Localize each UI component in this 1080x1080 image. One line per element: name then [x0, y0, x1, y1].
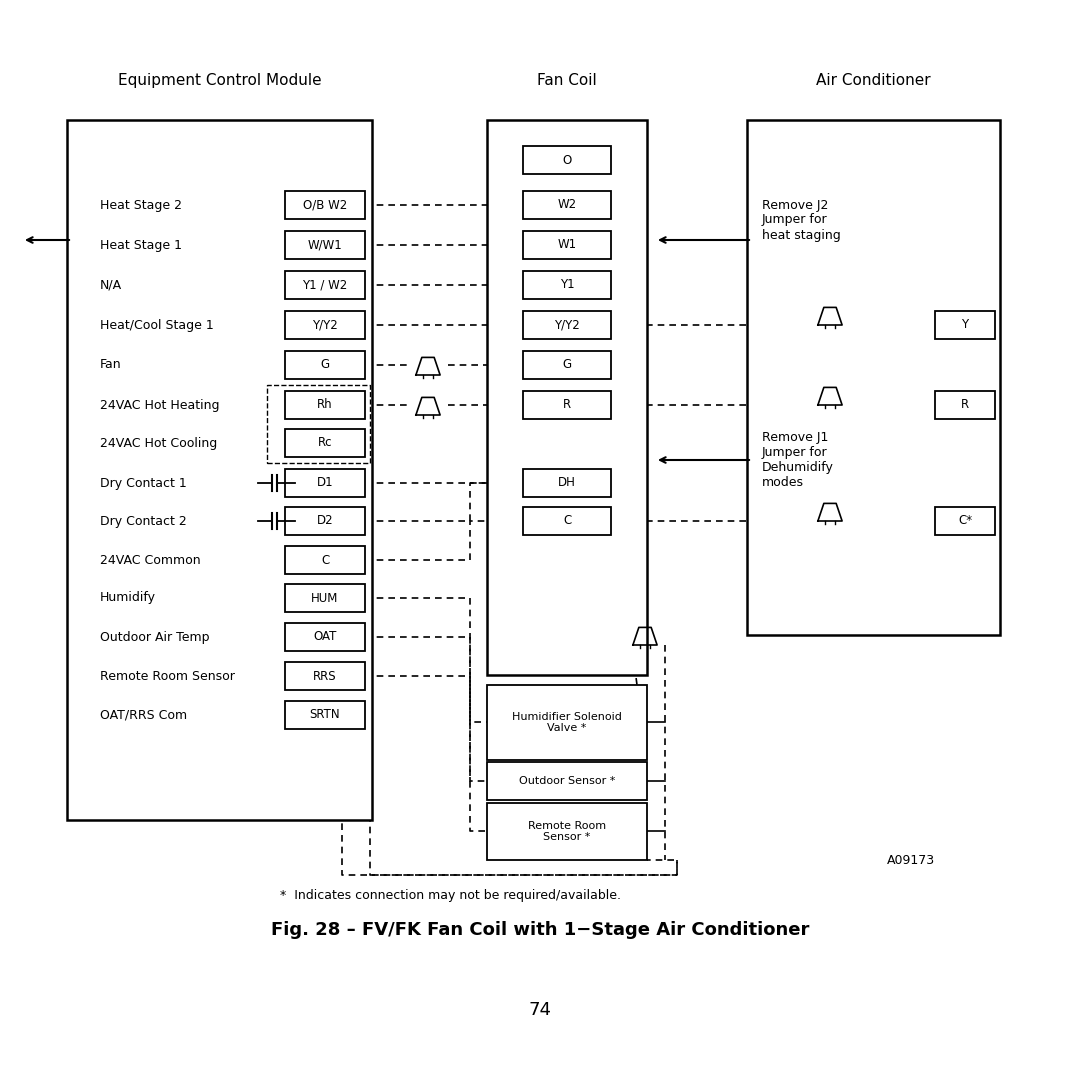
FancyBboxPatch shape [487, 762, 647, 800]
Text: Remove J1
Jumper for
Dehumidify
modes: Remove J1 Jumper for Dehumidify modes [762, 431, 834, 489]
Text: Rc: Rc [318, 436, 333, 449]
Text: R: R [961, 399, 969, 411]
FancyBboxPatch shape [285, 231, 365, 259]
FancyBboxPatch shape [285, 584, 365, 612]
Text: Outdoor Sensor *: Outdoor Sensor * [518, 777, 616, 786]
FancyBboxPatch shape [285, 507, 365, 535]
FancyBboxPatch shape [285, 662, 365, 690]
Text: Fan: Fan [100, 359, 122, 372]
FancyBboxPatch shape [285, 546, 365, 573]
Text: RRS: RRS [313, 670, 337, 683]
FancyBboxPatch shape [935, 311, 995, 339]
Text: W1: W1 [557, 239, 577, 252]
Text: D2: D2 [316, 514, 334, 527]
Text: Remote Room
Sensor *: Remote Room Sensor * [528, 821, 606, 842]
Text: SRTN: SRTN [310, 708, 340, 721]
FancyBboxPatch shape [67, 120, 372, 820]
Text: Y/Y2: Y/Y2 [554, 319, 580, 332]
Text: C: C [563, 514, 571, 527]
FancyBboxPatch shape [523, 191, 611, 219]
Text: N/A: N/A [100, 279, 122, 292]
Text: Fig. 28 – FV/FK Fan Coil with 1−Stage Air Conditioner: Fig. 28 – FV/FK Fan Coil with 1−Stage Ai… [271, 921, 809, 939]
FancyBboxPatch shape [487, 685, 647, 760]
Text: 24VAC Common: 24VAC Common [100, 553, 201, 567]
Text: 24VAC Hot Cooling: 24VAC Hot Cooling [100, 436, 217, 449]
Text: Dry Contact 2: Dry Contact 2 [100, 514, 187, 527]
Text: DH: DH [558, 476, 576, 489]
Text: A09173: A09173 [887, 853, 935, 866]
Text: Equipment Control Module: Equipment Control Module [118, 73, 322, 87]
FancyBboxPatch shape [935, 391, 995, 419]
Text: 74: 74 [528, 1001, 552, 1020]
FancyBboxPatch shape [523, 271, 611, 299]
FancyBboxPatch shape [935, 507, 995, 535]
FancyBboxPatch shape [523, 351, 611, 379]
Text: Heat Stage 2: Heat Stage 2 [100, 199, 183, 212]
FancyBboxPatch shape [285, 271, 365, 299]
FancyBboxPatch shape [747, 120, 1000, 635]
FancyBboxPatch shape [285, 623, 365, 651]
Text: 24VAC Hot Heating: 24VAC Hot Heating [100, 399, 219, 411]
Text: Y: Y [961, 319, 969, 332]
FancyBboxPatch shape [523, 391, 611, 419]
FancyBboxPatch shape [285, 469, 365, 497]
Text: HUM: HUM [311, 592, 339, 605]
Text: R: R [563, 399, 571, 411]
Text: Air Conditioner: Air Conditioner [816, 73, 931, 87]
FancyBboxPatch shape [523, 311, 611, 339]
Text: Heat Stage 1: Heat Stage 1 [100, 239, 183, 252]
FancyBboxPatch shape [285, 351, 365, 379]
FancyBboxPatch shape [523, 231, 611, 259]
Text: OAT/RRS Com: OAT/RRS Com [100, 708, 187, 721]
Text: C*: C* [958, 514, 972, 527]
Text: W2: W2 [557, 199, 577, 212]
Text: D1: D1 [316, 476, 334, 489]
FancyBboxPatch shape [285, 701, 365, 729]
Text: Y/Y2: Y/Y2 [312, 319, 338, 332]
FancyBboxPatch shape [285, 191, 365, 219]
Text: G: G [563, 359, 571, 372]
Text: W/W1: W/W1 [308, 239, 342, 252]
FancyBboxPatch shape [487, 804, 647, 860]
Text: Fan Coil: Fan Coil [537, 73, 597, 87]
FancyBboxPatch shape [523, 146, 611, 174]
Text: OAT: OAT [313, 631, 337, 644]
Text: Rh: Rh [318, 399, 333, 411]
Text: Humidify: Humidify [100, 592, 156, 605]
Text: *  Indicates connection may not be required/available.: * Indicates connection may not be requir… [280, 889, 621, 902]
Text: Heat/Cool Stage 1: Heat/Cool Stage 1 [100, 319, 214, 332]
FancyBboxPatch shape [285, 311, 365, 339]
FancyBboxPatch shape [523, 469, 611, 497]
Text: Y1 / W2: Y1 / W2 [302, 279, 348, 292]
Text: Outdoor Air Temp: Outdoor Air Temp [100, 631, 210, 644]
FancyBboxPatch shape [523, 507, 611, 535]
FancyBboxPatch shape [285, 391, 365, 419]
Text: G: G [321, 359, 329, 372]
Text: Remove J2
Jumper for
heat staging: Remove J2 Jumper for heat staging [762, 199, 840, 242]
Text: Humidifier Solenoid
Valve *: Humidifier Solenoid Valve * [512, 712, 622, 733]
Text: C: C [321, 553, 329, 567]
Text: Remote Room Sensor: Remote Room Sensor [100, 670, 234, 683]
Text: O: O [563, 153, 571, 166]
Text: Y1: Y1 [559, 279, 575, 292]
FancyBboxPatch shape [285, 429, 365, 457]
FancyBboxPatch shape [487, 120, 647, 675]
Text: O/B W2: O/B W2 [302, 199, 347, 212]
Text: Dry Contact 1: Dry Contact 1 [100, 476, 187, 489]
